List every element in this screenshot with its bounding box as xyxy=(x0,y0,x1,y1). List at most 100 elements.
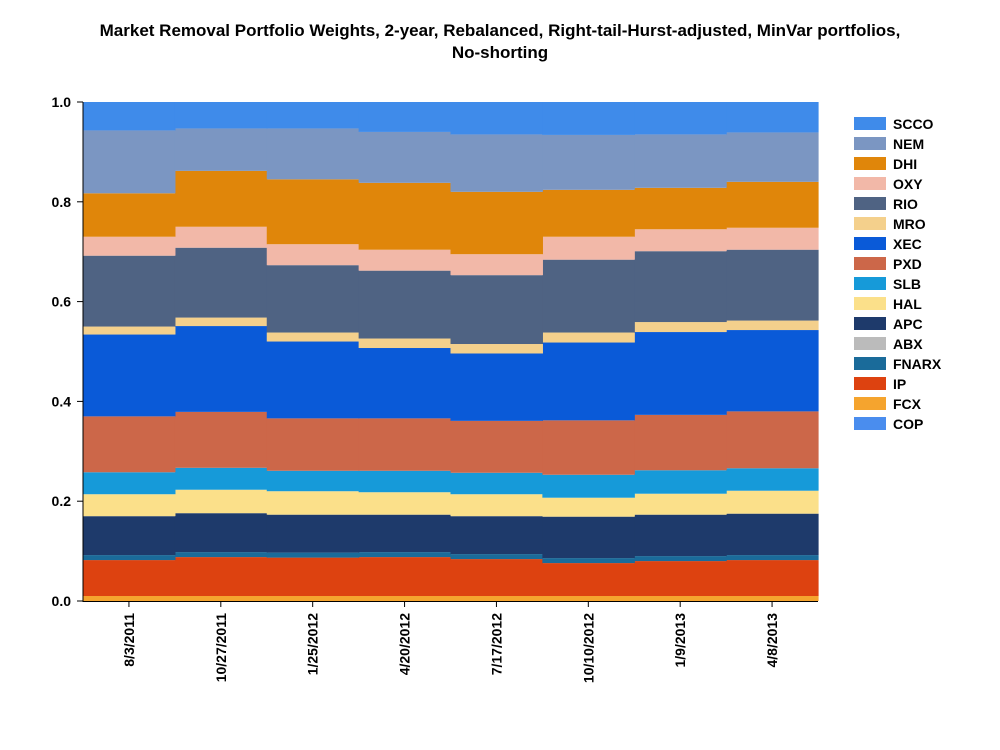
band-scco-8 xyxy=(726,102,819,133)
band-slb-3 xyxy=(266,470,360,492)
band-mro-6 xyxy=(542,332,635,343)
band-dhi-1 xyxy=(83,193,176,237)
band-dhi-7 xyxy=(634,187,727,230)
band-dhi-4 xyxy=(358,182,452,250)
band-ip-8 xyxy=(726,560,819,597)
band-mro-8 xyxy=(726,320,819,331)
band-oxy-7 xyxy=(634,229,727,252)
chart-title-line-2: No-shorting xyxy=(451,43,549,62)
band-xec-4 xyxy=(358,348,452,419)
legend-swatch-nem xyxy=(854,137,886,150)
y-tick-label-5: 1.0 xyxy=(52,94,72,110)
legend-swatch-apc xyxy=(854,317,886,330)
chart-title-line-1: Market Removal Portfolio Weights, 2-year… xyxy=(99,21,901,40)
band-scco-1 xyxy=(83,102,176,131)
band-hal-4 xyxy=(358,492,452,515)
band-apc-7 xyxy=(634,514,727,557)
band-slb-7 xyxy=(634,470,727,494)
legend-swatch-slb xyxy=(854,277,886,290)
legend-label-abx: ABX xyxy=(893,336,923,352)
band-apc-5 xyxy=(450,516,543,555)
band-fnarx-1 xyxy=(83,555,176,561)
band-scco-7 xyxy=(634,102,727,135)
band-rio-1 xyxy=(83,255,176,327)
legend-label-slb: SLB xyxy=(893,276,921,292)
legend-swatch-mro xyxy=(854,217,886,230)
band-ip-4 xyxy=(358,557,452,597)
band-fcx-8 xyxy=(726,596,819,601)
band-xec-6 xyxy=(542,342,635,421)
legend-swatch-rio xyxy=(854,197,886,210)
x-tick-label-3: 4/20/2012 xyxy=(397,613,413,675)
band-ip-1 xyxy=(83,560,176,597)
legend-label-mro: MRO xyxy=(893,216,926,232)
legend-label-scco: SCCO xyxy=(893,116,934,132)
band-oxy-3 xyxy=(266,244,360,266)
legend-swatch-fnarx xyxy=(854,357,886,370)
band-rio-2 xyxy=(174,247,268,318)
band-hal-2 xyxy=(174,489,268,514)
x-tick-label-7: 4/8/2013 xyxy=(764,613,780,668)
band-fnarx-4 xyxy=(358,552,452,558)
band-pxd-4 xyxy=(358,418,452,471)
band-apc-8 xyxy=(726,513,819,556)
band-ip-2 xyxy=(174,557,268,597)
band-fnarx-8 xyxy=(726,555,819,561)
x-tick-label-4: 7/17/2012 xyxy=(488,613,504,675)
band-oxy-8 xyxy=(726,227,819,250)
band-mro-2 xyxy=(174,317,268,327)
band-pxd-6 xyxy=(542,420,635,475)
band-scco-3 xyxy=(266,102,360,129)
band-xec-2 xyxy=(174,326,268,412)
y-tick-label-4: 0.8 xyxy=(52,194,72,210)
band-pxd-7 xyxy=(634,414,727,471)
band-oxy-4 xyxy=(358,249,452,271)
legend-swatch-oxy xyxy=(854,177,886,190)
band-xec-7 xyxy=(634,332,727,415)
band-rio-6 xyxy=(542,259,635,333)
band-ip-5 xyxy=(450,559,543,597)
band-pxd-5 xyxy=(450,420,543,473)
band-oxy-5 xyxy=(450,254,543,276)
band-fnarx-2 xyxy=(174,552,268,558)
band-fcx-4 xyxy=(358,596,452,601)
band-slb-2 xyxy=(174,467,268,490)
y-tick-label-3: 0.6 xyxy=(52,294,72,310)
band-scco-6 xyxy=(542,104,635,135)
x-tick-label-1: 10/27/2011 xyxy=(213,613,229,683)
band-slb-1 xyxy=(83,472,176,495)
band-slb-4 xyxy=(358,470,452,493)
legend-label-nem: NEM xyxy=(893,136,924,152)
band-mro-1 xyxy=(83,326,176,335)
band-dhi-3 xyxy=(266,179,360,245)
band-hal-7 xyxy=(634,493,727,515)
band-slb-6 xyxy=(542,474,635,498)
band-apc-6 xyxy=(542,516,635,559)
legend-label-fnarx: FNARX xyxy=(893,356,942,372)
legend-label-ip: IP xyxy=(893,376,906,392)
band-oxy-6 xyxy=(542,236,635,260)
band-rio-3 xyxy=(266,265,360,333)
band-fcx-2 xyxy=(174,596,268,601)
band-mro-7 xyxy=(634,322,727,333)
band-pxd-2 xyxy=(174,411,268,468)
legend-label-fcx: FCX xyxy=(893,396,922,412)
band-fcx-5 xyxy=(450,596,543,601)
band-fcx-3 xyxy=(266,596,360,601)
band-oxy-2 xyxy=(174,226,268,248)
band-hal-3 xyxy=(266,491,360,515)
legend-swatch-pxd xyxy=(854,257,886,270)
band-hal-8 xyxy=(726,490,819,514)
band-apc-2 xyxy=(174,513,268,553)
band-hal-1 xyxy=(83,494,176,517)
band-apc-4 xyxy=(358,514,452,553)
band-fcx-6 xyxy=(542,596,635,601)
legend-swatch-hal xyxy=(854,297,886,310)
band-rio-5 xyxy=(450,275,543,345)
legend-swatch-xec xyxy=(854,237,886,250)
band-fill-top-6 xyxy=(542,102,635,104)
x-tick-label-0: 8/3/2011 xyxy=(121,613,137,667)
band-fnarx-6 xyxy=(542,558,635,564)
